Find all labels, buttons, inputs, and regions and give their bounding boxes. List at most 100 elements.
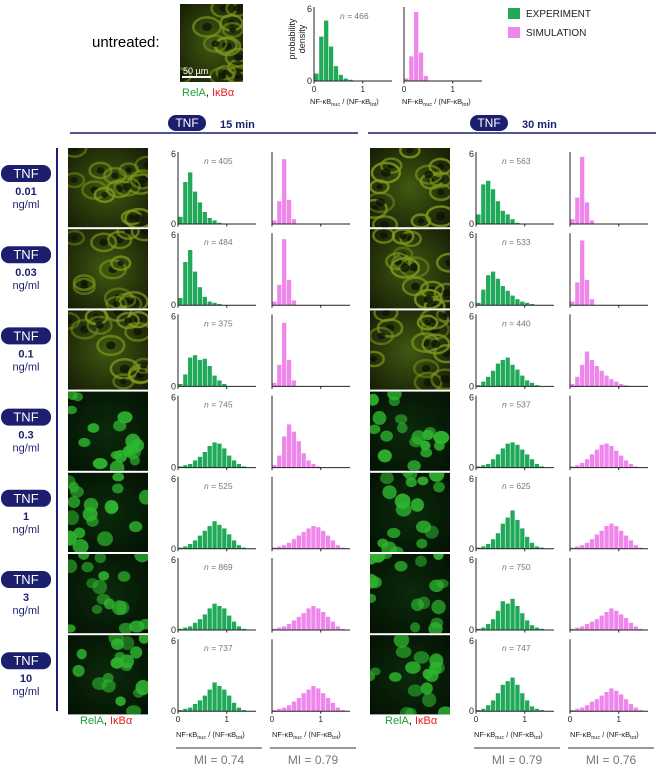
histogram-bar — [628, 704, 634, 712]
histogram-bar — [286, 200, 292, 224]
cell-outline — [105, 295, 128, 309]
histogram-bar — [589, 454, 595, 468]
cell-outline — [391, 229, 415, 245]
histogram-bar — [525, 700, 530, 712]
histogram-bar — [520, 449, 525, 468]
nucleus — [370, 393, 379, 406]
nucleus — [370, 593, 377, 603]
y-tick-min: 0 — [171, 300, 176, 310]
hist-30-sim-1 — [569, 476, 648, 552]
y-tick-min: 0 — [469, 544, 474, 554]
n-label: n = 484 — [204, 237, 233, 247]
histogram-bar — [314, 73, 319, 81]
histogram-bar — [505, 603, 510, 630]
histogram-bar — [525, 380, 530, 387]
dose-value: 0.3 — [18, 430, 33, 442]
nucleus — [395, 645, 412, 659]
histogram-bar — [594, 619, 599, 630]
histogram-bar — [476, 628, 481, 630]
nucleus — [132, 688, 145, 698]
nucleus — [420, 440, 431, 451]
y-tick-max: 6 — [171, 149, 176, 159]
histogram-bar — [418, 52, 424, 81]
cell-nucleus-dark — [422, 364, 431, 373]
histogram-bar — [495, 278, 501, 306]
legend-experiment-swatch — [508, 8, 520, 19]
n-label: n = 533 — [502, 237, 531, 247]
y-tick-min: 0 — [171, 381, 176, 391]
x-tick-label: 1 — [319, 715, 324, 724]
histogram-bar — [291, 620, 297, 630]
histogram-bar — [296, 616, 301, 630]
untreated-xlabel-exp: NF-κBnuc / (NF-κBtot) — [310, 97, 379, 108]
histogram-bar — [510, 442, 515, 468]
histogram-bar — [311, 526, 316, 549]
histogram-bar — [623, 535, 629, 549]
nucleus — [370, 667, 381, 676]
histogram-bar — [282, 322, 287, 387]
histogram-bar — [495, 533, 501, 549]
hist-15-sim-0.03 — [271, 233, 350, 308]
cell-nucleus-dark — [229, 26, 237, 33]
histogram-bar — [589, 299, 595, 306]
histogram-bar — [476, 547, 481, 549]
histogram-bar — [188, 707, 193, 712]
histogram-bar — [609, 688, 614, 712]
histogram-bar — [539, 628, 544, 630]
histogram-bar — [212, 302, 217, 306]
histogram-bar — [510, 364, 515, 387]
hist-30-exp-0.03: n = 533 — [475, 233, 554, 308]
histogram-bar — [296, 698, 301, 712]
untreated-micrograph-image — [180, 4, 243, 82]
histogram-bar — [614, 450, 619, 468]
cell-nucleus-dark — [233, 54, 243, 62]
histogram-bar — [178, 547, 183, 549]
histogram-bar — [510, 677, 515, 712]
histogram-bar — [539, 710, 544, 712]
histogram-bar — [539, 466, 544, 468]
cell-nucleus-dark — [70, 177, 78, 184]
nucleus — [411, 430, 426, 445]
hist-15-exp-10: 0 1 n = 737 — [176, 639, 256, 724]
cell-outline — [96, 334, 126, 357]
cell-nucleus-dark — [370, 205, 379, 213]
histogram-bar — [515, 444, 520, 468]
histogram-bar — [197, 287, 203, 306]
nucleus — [77, 554, 90, 560]
histogram-bar — [207, 446, 212, 468]
y-tick-min: 0 — [171, 625, 176, 635]
cell-outline — [423, 298, 446, 309]
cell-outline — [68, 148, 88, 158]
hist-15-sim-3 — [271, 558, 350, 633]
histogram-bar — [212, 442, 217, 468]
histogram-bar — [409, 56, 414, 81]
nucleus — [380, 430, 393, 442]
histogram-bar — [623, 618, 629, 630]
histogram-bar — [183, 262, 188, 306]
histogram-bar — [217, 606, 222, 630]
cell-nucleus-dark — [376, 184, 383, 190]
histogram-bar — [633, 626, 638, 630]
histogram-bar — [520, 693, 525, 712]
nucleus — [417, 596, 431, 610]
histogram-bar — [311, 464, 316, 468]
histogram-bar — [510, 510, 515, 549]
histogram-bar — [183, 708, 188, 712]
histogram-bar — [633, 545, 638, 549]
histogram-bar — [486, 705, 491, 712]
nucleus — [401, 472, 413, 478]
nucleus — [405, 477, 417, 488]
histogram-bar — [481, 546, 486, 549]
histogram-bar — [231, 540, 237, 549]
histogram-bar — [529, 382, 535, 387]
histogram-bar — [222, 448, 227, 468]
nucleus — [91, 604, 103, 614]
histogram-bar — [481, 465, 486, 468]
histogram-bar — [584, 705, 590, 712]
histogram-bar — [333, 66, 339, 81]
histogram-bar — [623, 460, 629, 468]
histogram-bar — [183, 182, 188, 224]
hist-30-exp-0.01: n = 563 — [475, 152, 554, 227]
